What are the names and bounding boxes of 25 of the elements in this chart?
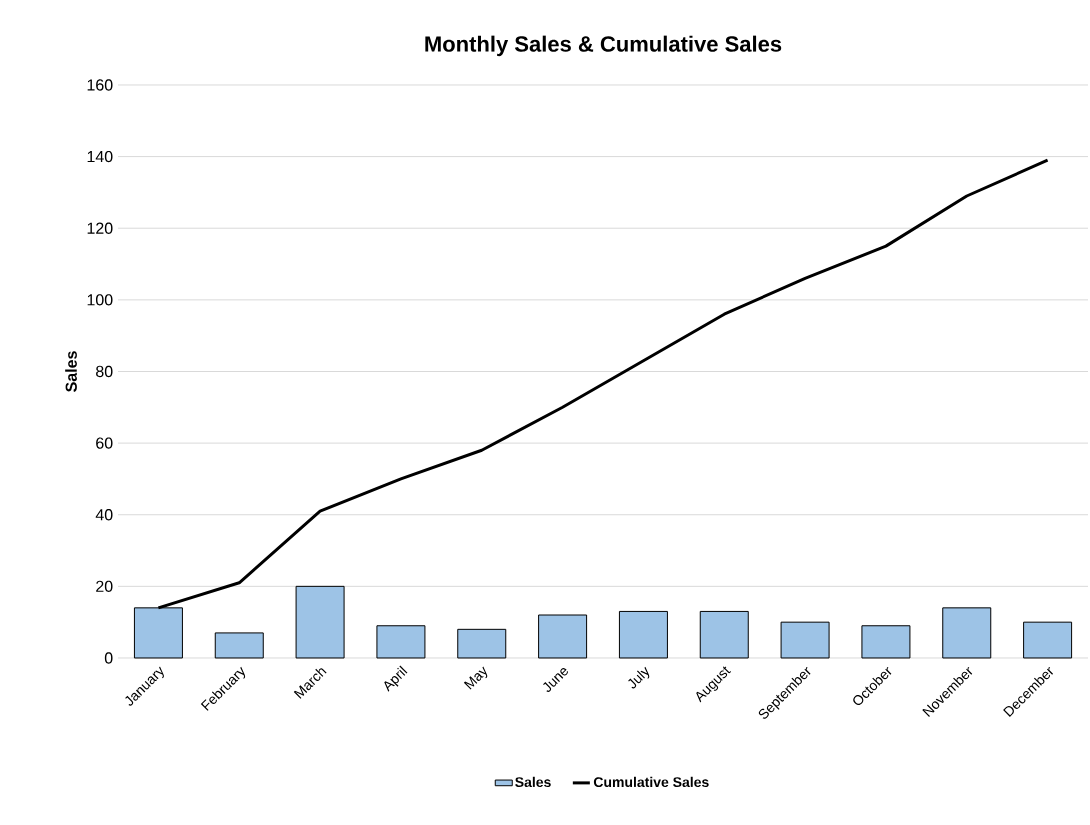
y-axis-title: Sales <box>65 351 77 392</box>
y-tick-label: 140 <box>87 150 113 163</box>
bar <box>1023 621 1073 659</box>
y-tick-label: 40 <box>95 509 113 521</box>
bar <box>376 625 426 659</box>
bar <box>618 610 668 659</box>
bar <box>214 632 264 659</box>
bar <box>457 628 507 659</box>
bar <box>942 607 992 659</box>
x-tick-label: July <box>628 666 650 689</box>
bar <box>295 585 345 659</box>
bar <box>780 621 830 659</box>
y-tick-label: 60 <box>96 437 113 449</box>
y-tick-label: 120 <box>87 222 113 234</box>
y-tick-label: 100 <box>87 294 113 306</box>
y-tick-label: 80 <box>96 365 113 378</box>
y-tick-label: 20 <box>96 580 113 593</box>
bar <box>538 614 588 659</box>
bar <box>861 625 911 659</box>
legend-label: Sales <box>515 776 551 788</box>
chart-title: Monthly Sales & Cumulative Sales <box>425 35 782 57</box>
bar <box>699 610 749 659</box>
y-tick-label: 160 <box>87 79 113 91</box>
y-tick-label: 0 <box>104 652 113 664</box>
legend-label: Cumulative Sales <box>593 776 709 788</box>
